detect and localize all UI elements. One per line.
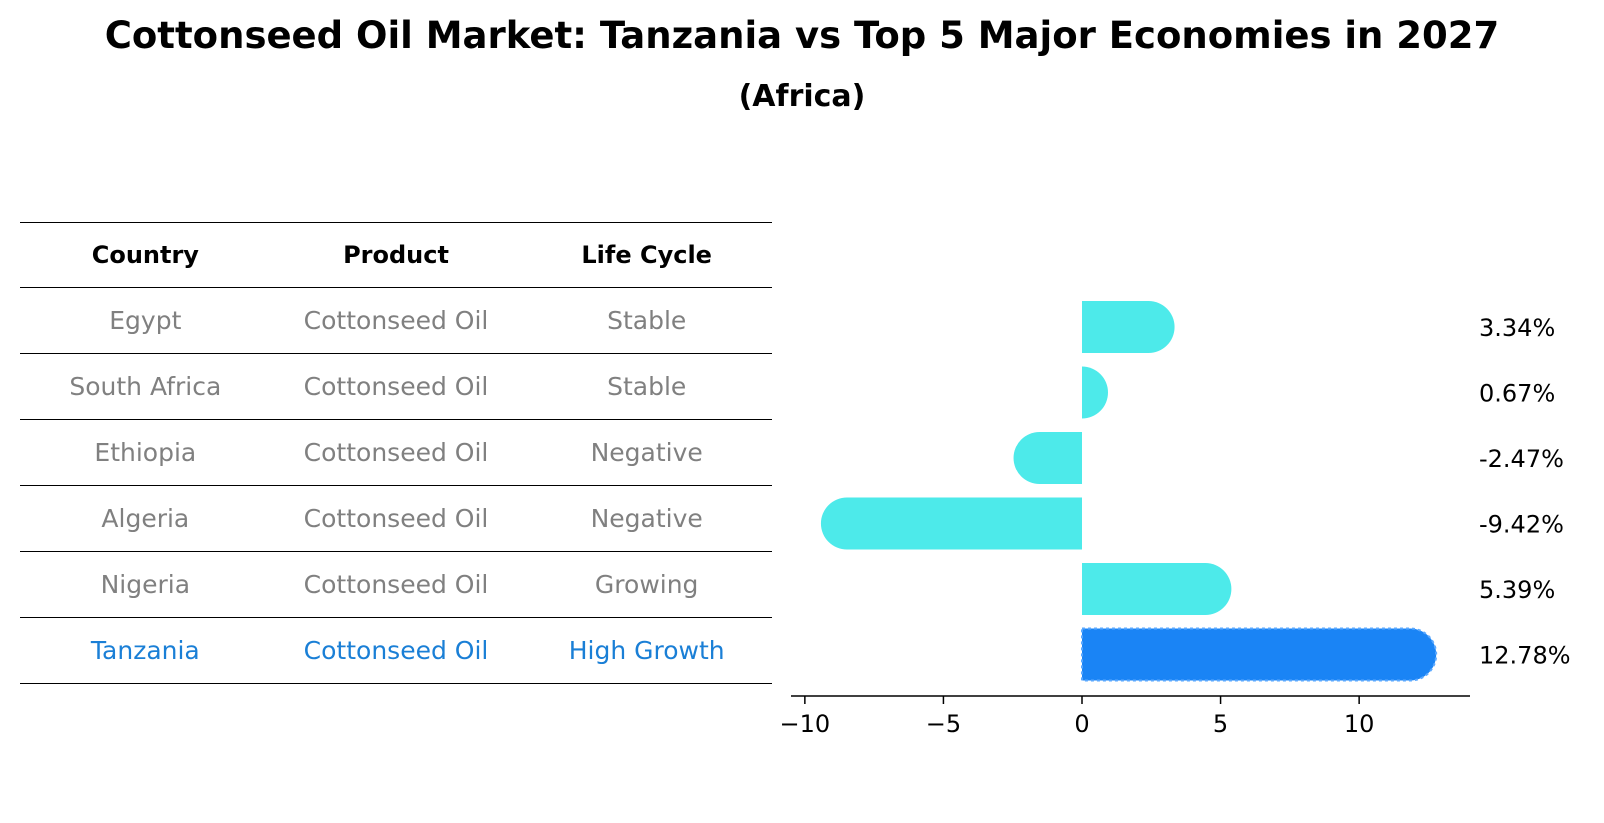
- bar-algeria: [820, 497, 1082, 550]
- chart-title: Cottonseed Oil Market: Tanzania vs Top 5…: [104, 14, 1500, 57]
- x-tick-label: 5: [1213, 710, 1228, 738]
- header-country: Country: [91, 241, 199, 269]
- cell-product: Cottonseed Oil: [303, 504, 489, 533]
- bar-south-africa: [1082, 366, 1108, 419]
- bar-ethiopia: [1013, 432, 1082, 484]
- cell-product: Cottonseed Oil: [303, 372, 489, 401]
- data-table: Country Product Life Cycle Egypt Cottons…: [20, 222, 772, 684]
- table-header-row: Country Product Life Cycle: [20, 222, 772, 288]
- cell-country: Ethiopia: [94, 438, 197, 467]
- cell-life-cycle: Stable: [607, 372, 687, 401]
- cell-life-cycle: Negative: [590, 438, 703, 467]
- data-label: 12.78%: [1479, 642, 1571, 670]
- cell-product: Cottonseed Oil: [303, 636, 489, 665]
- cell-country: South Africa: [69, 372, 222, 401]
- table-row: Egypt Cottonseed Oil Stable: [20, 288, 772, 354]
- table-row: Algeria Cottonseed Oil Negative: [20, 486, 772, 552]
- data-label: -2.47%: [1479, 445, 1564, 473]
- bar-nigeria: [1082, 563, 1232, 615]
- header-life-cycle: Life Cycle: [581, 241, 712, 269]
- data-label: 0.67%: [1479, 380, 1555, 408]
- table-row: Nigeria Cottonseed Oil Growing: [20, 552, 772, 618]
- cell-country: Nigeria: [100, 570, 191, 599]
- table-row: South Africa Cottonseed Oil Stable: [20, 354, 772, 420]
- cell-country: Egypt: [109, 306, 182, 335]
- x-tick-label: −5: [926, 710, 961, 738]
- x-tick-label: −10: [780, 710, 831, 738]
- cell-country: Algeria: [101, 504, 190, 533]
- data-label: 3.34%: [1479, 314, 1555, 342]
- data-label: 5.39%: [1479, 576, 1555, 604]
- header-product: Product: [343, 241, 449, 269]
- cell-product: Cottonseed Oil: [303, 570, 489, 599]
- x-tick-label: 10: [1344, 710, 1375, 738]
- cell-product: Cottonseed Oil: [303, 438, 489, 467]
- table-row-highlight: Tanzania Cottonseed Oil High Growth: [20, 618, 772, 684]
- table-row: Ethiopia Cottonseed Oil Negative: [20, 420, 772, 486]
- x-tick-label: 0: [1074, 710, 1089, 738]
- data-label: -9.42%: [1479, 511, 1564, 539]
- cell-life-cycle: Growing: [594, 570, 699, 599]
- cell-life-cycle: High Growth: [568, 636, 725, 665]
- bar-egypt: [1082, 301, 1175, 353]
- cell-life-cycle: Negative: [590, 504, 703, 533]
- cell-country: Tanzania: [90, 636, 200, 665]
- bar-tanzania: [1081, 627, 1438, 682]
- chart-subtitle: (Africa): [738, 79, 866, 114]
- cell-life-cycle: Stable: [607, 306, 687, 335]
- cell-product: Cottonseed Oil: [303, 306, 489, 335]
